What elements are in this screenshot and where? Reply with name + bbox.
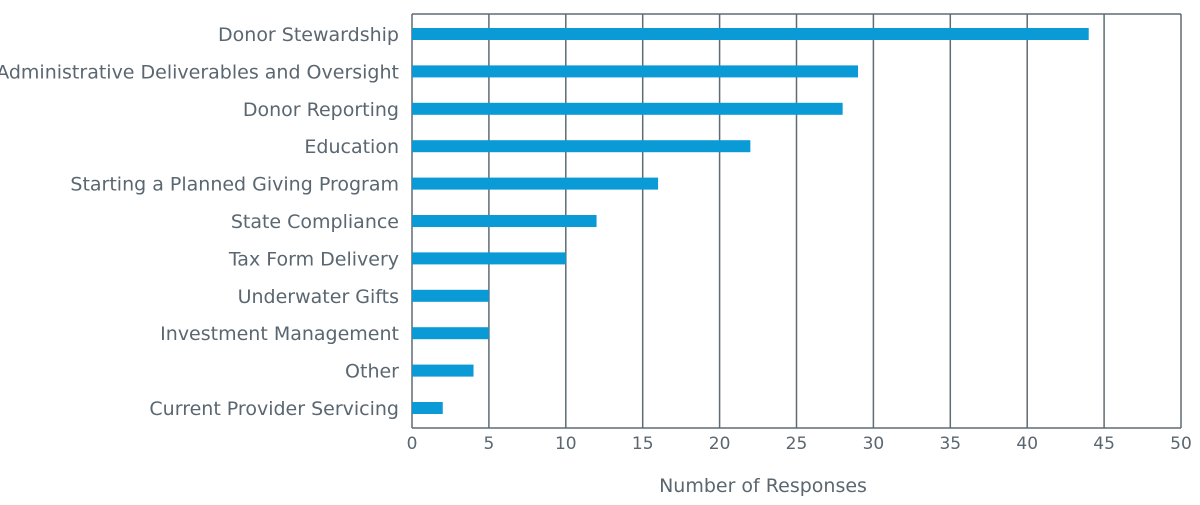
- bar: [412, 102, 843, 115]
- x-tick-label: 40: [1016, 434, 1038, 454]
- x-tick-labels: 0 5 10 15 20 25 30 35 40 45 50: [407, 434, 1192, 454]
- x-tick-label: 25: [786, 434, 808, 454]
- bar: [412, 177, 659, 190]
- bar: [412, 65, 859, 78]
- x-tick-label: 5: [483, 434, 494, 454]
- category-label: Donor Reporting: [243, 99, 399, 121]
- category-label: Starting a Planned Giving Program: [70, 174, 399, 196]
- x-tick-label: 45: [1093, 434, 1115, 454]
- x-tick-label: 50: [1170, 434, 1192, 454]
- x-tick-label: 30: [863, 434, 885, 454]
- x-tick-label: 20: [709, 434, 731, 454]
- bar: [412, 28, 1089, 40]
- bar: [412, 402, 443, 414]
- x-tick-label: 35: [939, 434, 961, 454]
- category-label: Administrative Deliverables and Oversigh…: [0, 61, 399, 83]
- bar: [412, 252, 566, 265]
- x-tick-label: 10: [555, 434, 577, 454]
- category-label: Education: [304, 136, 399, 158]
- category-label: Underwater Gifts: [238, 286, 399, 308]
- x-tick-label: 15: [632, 434, 654, 454]
- category-label: Other: [345, 361, 399, 383]
- x-axis-title: Number of Responses: [659, 475, 867, 497]
- category-label: State Compliance: [231, 211, 399, 233]
- category-label: Investment Management: [160, 323, 399, 345]
- category-label: Donor Stewardship: [218, 24, 399, 46]
- category-labels: Donor Stewardship Administrative Delivera…: [0, 24, 399, 420]
- bar: [412, 289, 489, 302]
- bars: [412, 28, 1089, 414]
- bar: [412, 140, 751, 153]
- x-tick-label: 0: [407, 434, 418, 454]
- category-label: Tax Form Delivery: [228, 248, 399, 270]
- bar: [412, 215, 597, 227]
- bar: [412, 364, 474, 377]
- bar: [412, 327, 489, 340]
- category-label: Current Provider Servicing: [149, 398, 399, 420]
